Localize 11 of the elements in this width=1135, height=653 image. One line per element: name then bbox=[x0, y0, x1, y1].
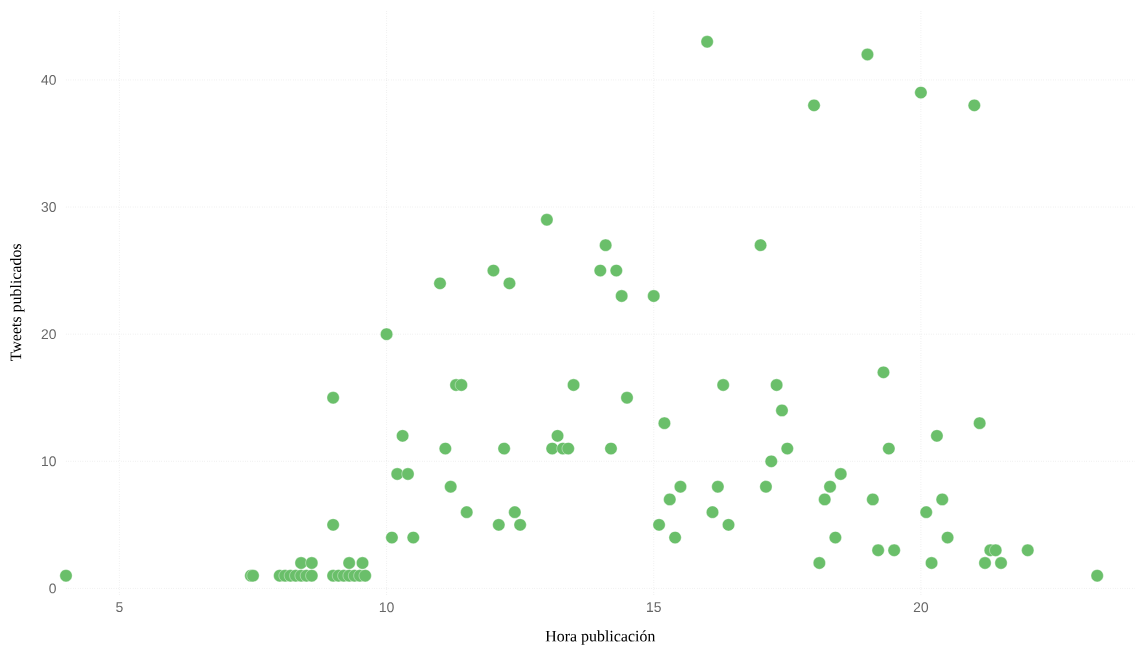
y-tick-label: 0 bbox=[49, 583, 56, 594]
x-tick-label: 5 bbox=[116, 602, 123, 613]
y-tick-label: 10 bbox=[42, 456, 56, 467]
x-axis-title: Hora publicación bbox=[545, 630, 656, 645]
y-axis-title: Tweets publicados bbox=[10, 244, 25, 362]
y-tick-label: 20 bbox=[41, 329, 56, 340]
y-tick-label: 40 bbox=[41, 75, 56, 85]
x-tick-label: 15 bbox=[647, 602, 661, 613]
y-tick-label: 30 bbox=[41, 202, 56, 213]
x-tick-label: 10 bbox=[379, 602, 394, 613]
x-tick-label: 20 bbox=[913, 602, 929, 613]
